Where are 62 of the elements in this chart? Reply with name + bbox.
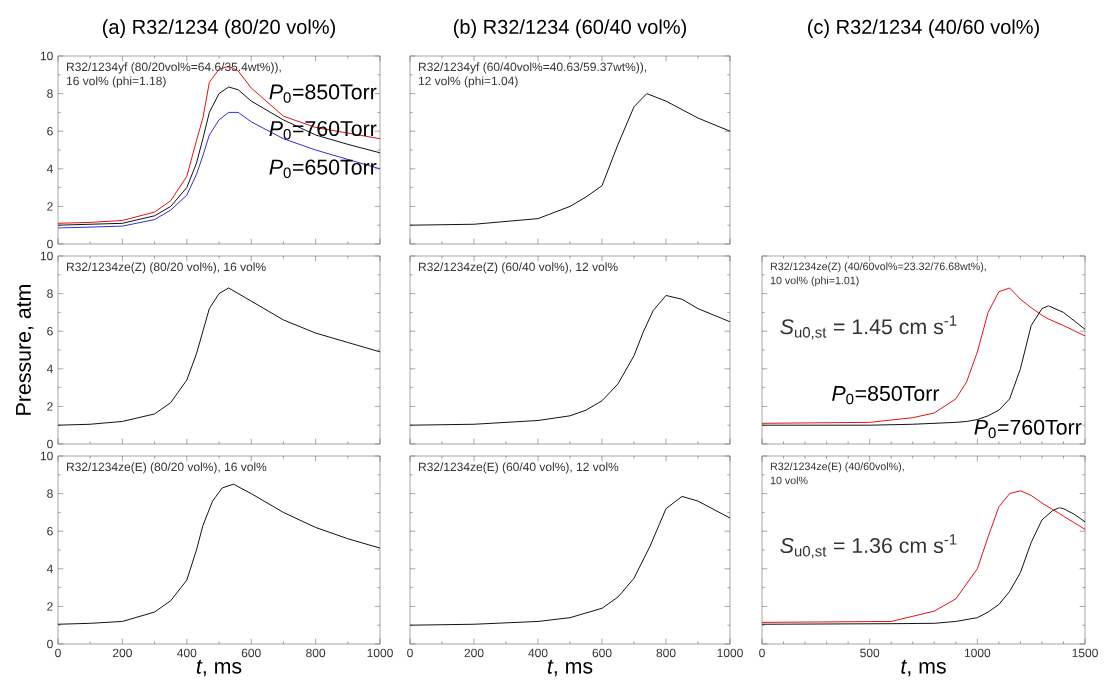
line-series — [58, 287, 380, 426]
annotation: R32/1234yf (80/20vol%=64.6/35.4wt%)), — [67, 62, 281, 74]
x-tick-label: 800 — [306, 648, 326, 658]
annotation: R32/1234ze(E) (80/20 vol%), 16 vol% — [67, 462, 267, 474]
annotation: R32/1234yf (60/40vol%=40.63/59.37wt%)), — [418, 62, 647, 74]
annotation: R32/1234ze(Z) (40/60vol%=23.32/76.68wt%), — [770, 262, 986, 273]
annotation: R32/1234ze(E) (60/40 vol%), 12 vol% — [418, 462, 619, 474]
series-label: P$_{0}$=650Torr — [269, 159, 377, 179]
chart-title: (a) R32/1234 (80/20 vol%) — [102, 19, 335, 38]
x-tick-label: 400 — [528, 648, 548, 658]
x-tick-label: 800 — [656, 648, 676, 658]
x-tick-label: 0 — [759, 648, 765, 658]
y-tick-label: 8 — [47, 289, 53, 298]
x-axis-title: t, ms — [901, 659, 946, 677]
annotation: 16 vol% (phi=1.18) — [66, 76, 166, 88]
y-tick-label: 10 — [40, 251, 53, 261]
x-tick-label: 1000 — [964, 648, 991, 658]
annotation: R32/1234ze(Z) (60/40 vol%), 12 vol% — [418, 262, 618, 274]
x-tick-label: 500 — [860, 648, 880, 658]
annotation: 12 vol% (phi=1.04) — [418, 76, 518, 88]
chart-title: (c) R32/1234 (40/60 vol%) — [808, 19, 1039, 38]
x-tick-label: 600 — [241, 648, 261, 658]
y-tick-label: 8 — [47, 489, 53, 498]
y-axis-title: Pressure, atm — [16, 285, 34, 415]
x-tick-label: 200 — [464, 648, 484, 658]
annotation: R32/1234ze(Z) (80/20 vol%), 16 vol% — [67, 262, 266, 274]
y-tick-label: 6 — [47, 526, 53, 536]
x-axis-title: t, ms — [196, 659, 242, 677]
y-tick-label: 10 — [40, 51, 53, 61]
y-tick-label: 6 — [47, 126, 53, 136]
x-axis-title: t, ms — [547, 659, 593, 677]
x-tick-label: 0 — [55, 648, 61, 658]
chart-title: (b) R32/1234 (60/40 vol%) — [453, 19, 686, 38]
y-tick-label: 4 — [46, 164, 53, 173]
y-tick-label: 2 — [47, 202, 53, 211]
y-tick-label: 0 — [47, 639, 53, 649]
annotation: 10 vol% — [770, 476, 808, 485]
y-tick-label: 0 — [47, 239, 53, 249]
series-label: P$_{0}$=760Torr — [974, 419, 1082, 439]
y-tick-label: 6 — [47, 326, 53, 336]
y-tick-label: 2 — [47, 602, 53, 611]
x-tick-label: 1500 — [1072, 648, 1098, 658]
annotation: 10 vol% (phi=1.01) — [770, 276, 859, 287]
line-series — [58, 111, 380, 229]
x-tick-label: 600 — [592, 648, 612, 658]
x-tick-label: 1000 — [717, 648, 743, 658]
y-tick-label: 4 — [46, 364, 53, 373]
x-tick-label: 1000 — [367, 648, 393, 658]
y-tick-label: 8 — [47, 89, 53, 98]
annotation: S$_{u0,st}$ = 1.45 cm s$^{-1}$ — [780, 315, 957, 340]
series-label: P$_{0}$=850Torr — [269, 84, 377, 103]
y-tick-label: 2 — [47, 402, 53, 411]
y-tick-label: 0 — [47, 439, 53, 449]
y-tick-label: 4 — [46, 564, 53, 573]
x-tick-label: 0 — [407, 648, 413, 658]
x-tick-label: 200 — [113, 648, 132, 658]
series-label: P$_{0}$=850Torr — [832, 385, 940, 405]
x-tick-label: 400 — [177, 648, 197, 658]
annotation: S$_{u0,st}$ = 1.36 cm s$^{-1}$ — [780, 534, 957, 559]
y-tick-label: 10 — [40, 451, 53, 461]
annotation: R32/1234ze(E) (40/60vol%), — [770, 462, 904, 473]
line-series — [58, 483, 380, 625]
